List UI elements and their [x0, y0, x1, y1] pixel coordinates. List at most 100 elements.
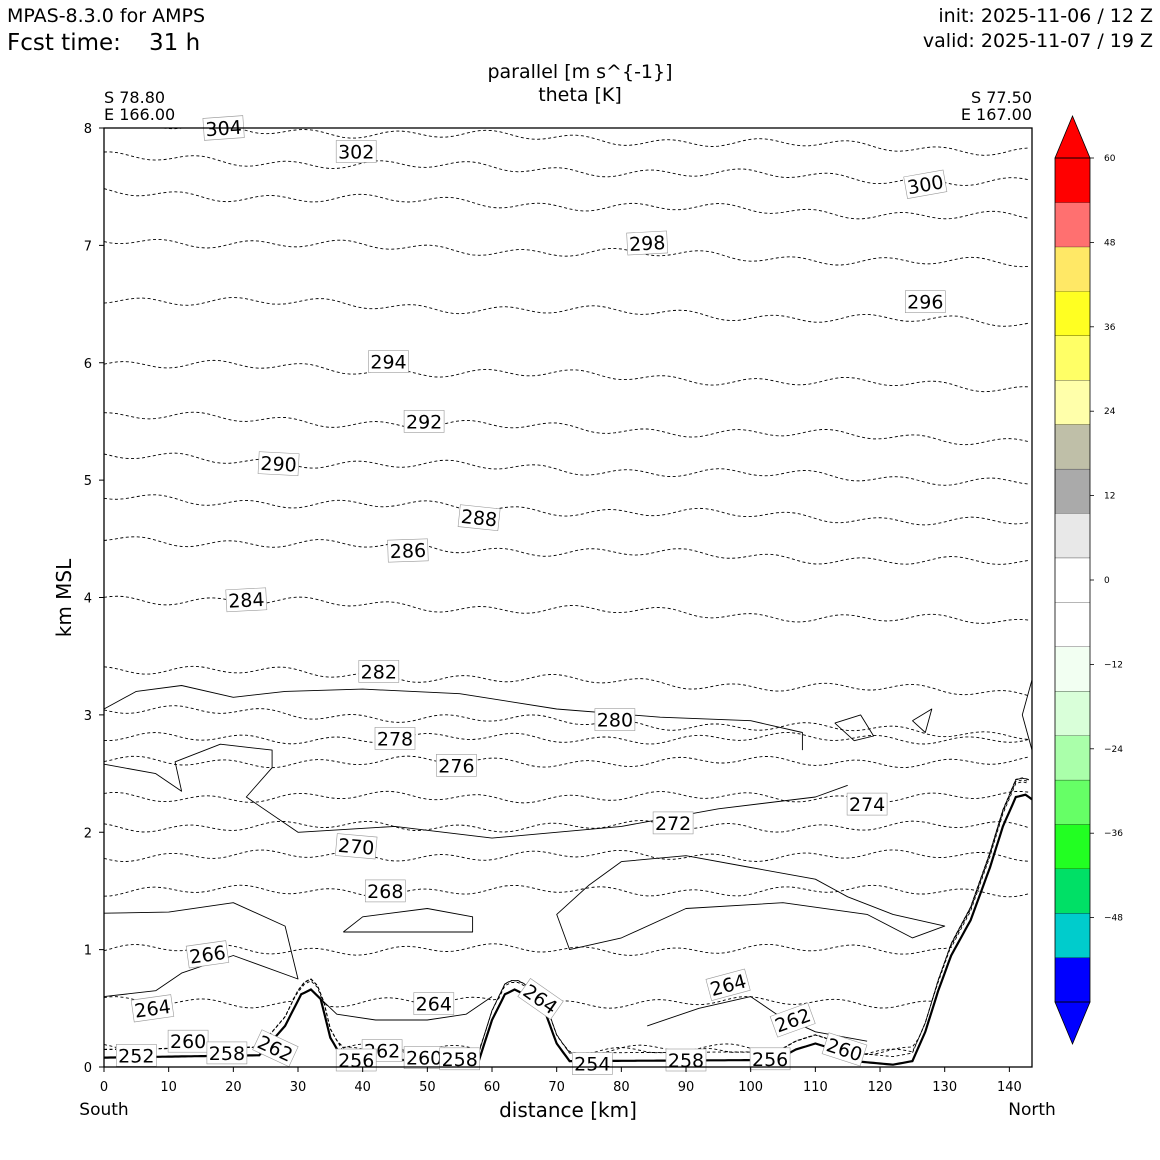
- colorbar-segment: [1055, 646, 1090, 692]
- section-end-lon: E 167.00: [960, 105, 1032, 124]
- wind-contour-5: [834, 714, 875, 742]
- theta-isentrope-264: [104, 779, 1029, 1009]
- contour-label-text: 304: [205, 117, 243, 141]
- theta-isentrope-266: [104, 781, 1029, 956]
- contour-label-box: [358, 660, 400, 683]
- colorbar-segment: [1055, 868, 1090, 914]
- contour-label-text: 260: [170, 1031, 206, 1053]
- y-tick-label: 3: [84, 709, 92, 724]
- contour-label-text: 270: [337, 835, 375, 860]
- contour-label-text: 264: [416, 994, 452, 1016]
- theta-contour-label: 282: [358, 660, 400, 683]
- contour-label-text: 258: [209, 1043, 245, 1065]
- colorbar-over-triangle: [1054, 114, 1091, 159]
- contour-label-text: 278: [377, 728, 413, 750]
- theta-isentrope-300: [104, 188, 1029, 220]
- theta-isentrope-286: [104, 536, 1029, 565]
- theta-contour-label: 262: [769, 1002, 816, 1038]
- theta-contour-label: 264: [413, 992, 455, 1016]
- wind-contour-2: [104, 902, 299, 998]
- contour-label-text: 286: [389, 540, 426, 563]
- contour-label-text: 260: [824, 1034, 865, 1066]
- theta-contour-label: 270: [334, 833, 378, 860]
- contour-label-box: [517, 978, 564, 1020]
- contour-label-text: 290: [260, 453, 297, 477]
- contour-label-text: 264: [708, 970, 749, 1001]
- terrain-profile: [104, 793, 1032, 1066]
- contour-label-text: 284: [228, 589, 265, 613]
- y-tick-label: 0: [84, 1061, 92, 1076]
- theta-isentrope-282: [104, 665, 1029, 697]
- contour-label-text: 294: [370, 352, 406, 374]
- colorbar-tick-label: 0: [1104, 576, 1110, 586]
- theta-contour-label: 258: [439, 1047, 481, 1071]
- contour-label-box: [403, 410, 445, 433]
- theta-contour-label: 280: [594, 708, 636, 732]
- contour-label-text: 262: [772, 1004, 814, 1037]
- colorbar-tick-label: 48: [1104, 238, 1116, 248]
- chart-title-line2: theta [K]: [538, 84, 622, 106]
- contour-label-box: [130, 994, 175, 1023]
- theta-isentrope-258: [104, 777, 1029, 1058]
- colorbar-segment: [1055, 246, 1090, 292]
- theta-contour-label: 252: [116, 1044, 157, 1067]
- x-tick-group: 0 10 20 30 40 50 60 70 80 90 100 110 120 130 140: [100, 1067, 1022, 1095]
- wind-contour-4: [556, 855, 946, 951]
- colorbar-segment: [1055, 557, 1090, 603]
- contour-label-box: [652, 811, 694, 835]
- x-axis-label: distance [km]: [499, 1098, 637, 1122]
- contour-label-text: 268: [367, 881, 403, 903]
- y-tick-label: 7: [84, 239, 92, 254]
- wind-contour-8: [310, 989, 493, 1021]
- contour-label-box: [257, 451, 300, 477]
- contour-label-text: 258: [442, 1049, 478, 1071]
- contour-label-text: 302: [338, 142, 374, 164]
- contour-label-box: [903, 169, 948, 199]
- theta-isentrope-280: [104, 705, 1029, 740]
- contour-label-box: [368, 350, 409, 373]
- colorbar-segment: [1055, 424, 1090, 469]
- forecast-time-value: 31 h: [149, 30, 201, 56]
- theta-contour-label: 266: [185, 940, 230, 969]
- x-tick-label: 20: [225, 1080, 242, 1095]
- contour-label-text: 256: [338, 1050, 374, 1072]
- colorbar-tick-label: −48: [1104, 914, 1123, 924]
- x-tick-label: 0: [100, 1080, 108, 1095]
- theta-contour-label: 264: [705, 968, 751, 1001]
- x-tick-label: 140: [997, 1080, 1022, 1095]
- contour-label-text: 292: [406, 411, 442, 433]
- contour-label-text: 254: [574, 1054, 610, 1076]
- colorbar-tick-label: 24: [1104, 407, 1116, 417]
- colorbar-tick-label: −36: [1104, 829, 1123, 839]
- theta-isentrope-296: [104, 297, 1029, 327]
- x-tick-label: 50: [419, 1080, 436, 1095]
- theta-isentrope-290: [104, 452, 1029, 486]
- colorbar-segment: [1055, 602, 1090, 647]
- theta-contour-label: 264: [517, 978, 564, 1020]
- contour-label-text: 276: [438, 755, 474, 777]
- contour-label-text: 266: [188, 942, 227, 969]
- y-tick-label: 8: [84, 122, 92, 137]
- x-tick-label: 80: [613, 1080, 630, 1095]
- contour-label-box: [821, 1032, 868, 1067]
- valid-time: valid: 2025-11-07 / 19 Z: [922, 30, 1153, 52]
- y-tick-label: 5: [84, 474, 92, 489]
- theta-isentrope-268: [104, 884, 1029, 898]
- theta-contour-label: 288: [457, 504, 501, 532]
- colorbar-tick-label: 12: [1104, 492, 1115, 502]
- theta-contour-label: 272: [652, 811, 694, 835]
- theta-contour-label: 254: [571, 1052, 613, 1076]
- contour-label-text: 264: [133, 996, 172, 1023]
- theta-contour-layer: [104, 128, 1029, 1058]
- colorbar-tick-label: 36: [1104, 323, 1116, 333]
- contour-label-box: [225, 587, 268, 613]
- theta-isentrope-292: [104, 411, 1029, 446]
- contour-label-box: [769, 1002, 816, 1038]
- theta-isentrope-302: [104, 151, 1029, 186]
- model-title: MPAS-8.3.0 for AMPS: [7, 5, 206, 27]
- theta-contour-label: 284: [225, 587, 268, 613]
- colorbar-segment: [1055, 158, 1090, 203]
- theta-contour-label: 262: [252, 1029, 299, 1068]
- contour-label-box: [436, 753, 477, 777]
- theta-contour-label: 298: [626, 230, 669, 256]
